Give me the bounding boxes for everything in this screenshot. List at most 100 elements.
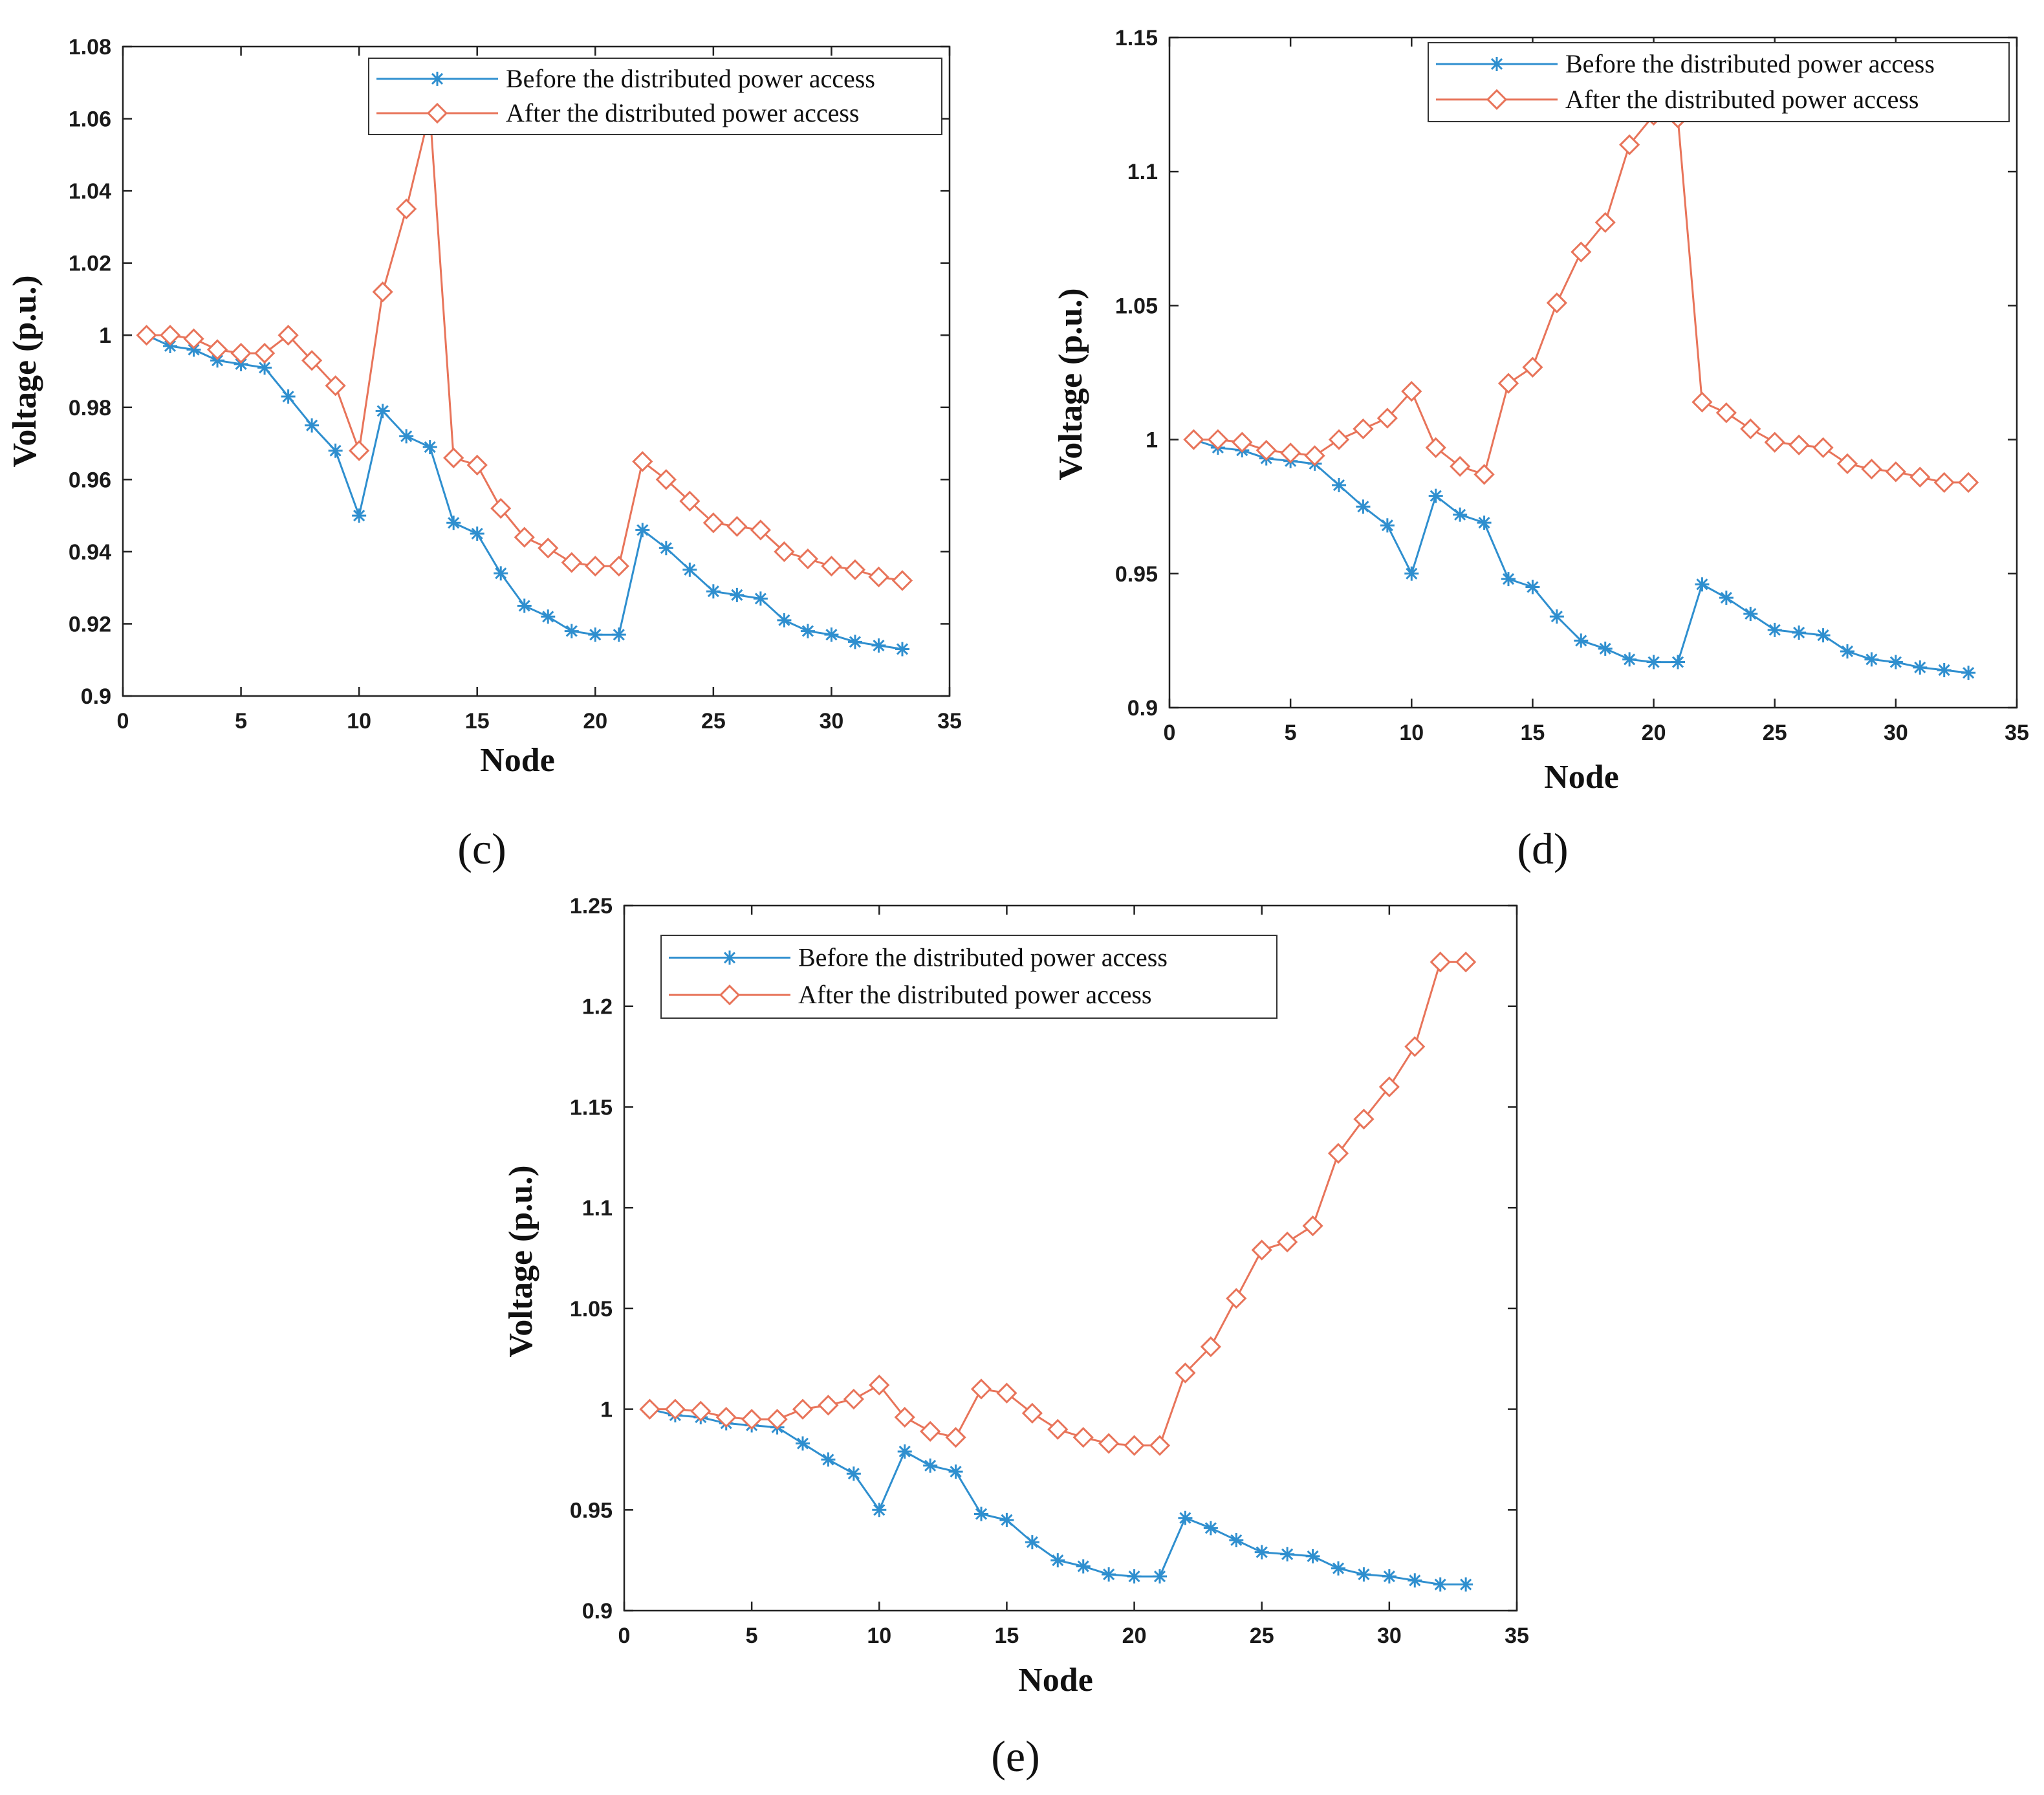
x-axis-label: Node xyxy=(1544,759,1619,796)
data-point-before xyxy=(1477,516,1492,530)
data-point-after xyxy=(1909,466,1931,488)
data-point-before xyxy=(588,627,603,642)
y-tick-label: 1.1 xyxy=(1127,160,1158,184)
legend: Before the distributed power access After… xyxy=(1428,42,2010,122)
caption-d: (d) xyxy=(1517,824,1568,873)
y-tick-label: 0.95 xyxy=(570,1498,613,1523)
legend-marker xyxy=(1490,56,1504,71)
data-point-before xyxy=(824,627,839,642)
x-tick-label: 0 xyxy=(117,709,129,734)
data-point-before xyxy=(1719,591,1734,605)
data-point-before xyxy=(1153,1569,1167,1584)
data-point-before xyxy=(1646,655,1661,669)
data-point-after xyxy=(514,527,535,548)
data-point-after xyxy=(1376,408,1398,429)
data-point-before xyxy=(1459,1577,1473,1592)
data-point-before xyxy=(470,527,484,541)
data-point-after xyxy=(1277,1231,1298,1253)
data-point-after xyxy=(632,451,653,472)
chart-panel-c: 0 5 10 15 20 25 30 35 0.9 0.92 0.94 0.96 0.98 1 1.02 1.… xyxy=(6,35,962,779)
x-axis-label: Node xyxy=(1018,1662,1093,1699)
data-point-after xyxy=(1861,459,1882,480)
data-point-before xyxy=(1598,641,1613,656)
x-tick-label: 5 xyxy=(235,709,247,734)
data-point-after xyxy=(1885,461,1906,483)
y-tick-label: 0.94 xyxy=(69,540,111,565)
legend-label: Before the distributed power access xyxy=(506,64,875,93)
data-point-after xyxy=(1098,1433,1120,1454)
data-point-before xyxy=(611,627,626,642)
data-point-after xyxy=(1455,952,1477,973)
y-tick-label: 0.92 xyxy=(69,612,111,636)
data-point-after xyxy=(655,469,677,490)
data-point-before xyxy=(635,523,650,538)
legend-marker xyxy=(426,102,448,124)
data-point-after xyxy=(1304,445,1325,466)
data-point-after xyxy=(372,281,393,303)
data-point-after xyxy=(1175,1362,1196,1384)
legend-box xyxy=(368,58,942,135)
plot-frame xyxy=(1168,36,2018,709)
data-point-before xyxy=(1305,1549,1320,1563)
x-tick-label: 10 xyxy=(1399,721,1424,745)
data-point-before xyxy=(897,1444,912,1459)
data-point-after xyxy=(608,556,629,577)
data-point-before xyxy=(1864,652,1879,667)
data-point-after xyxy=(1958,472,1979,494)
data-point-before xyxy=(1622,652,1637,667)
data-point-before xyxy=(186,342,201,357)
data-point-after xyxy=(1691,391,1713,413)
y-tick-label: 0.95 xyxy=(1115,562,1158,587)
legend-label: Before the distributed power access xyxy=(1565,49,1935,78)
x-tick-label: 30 xyxy=(820,709,844,734)
data-point-after xyxy=(774,541,795,563)
data-point-after xyxy=(891,570,913,591)
data-point-before xyxy=(948,1464,963,1479)
y-tick-label: 1.05 xyxy=(570,1297,613,1322)
x-tick-label: 10 xyxy=(867,1624,891,1648)
data-point-before xyxy=(1178,1510,1193,1525)
data-point-before xyxy=(163,338,178,353)
legend-box xyxy=(1428,42,2010,122)
data-point-after xyxy=(821,556,842,577)
data-point-after xyxy=(1378,1076,1400,1098)
x-tick-label: 35 xyxy=(937,709,962,734)
data-point-after xyxy=(1021,1402,1043,1424)
data-point-after xyxy=(1149,1435,1171,1456)
data-point-before xyxy=(352,508,367,523)
data-point-after xyxy=(1328,429,1350,450)
y-tick-label: 1.2 xyxy=(582,995,613,1019)
data-point-before xyxy=(1404,566,1419,581)
data-point-before xyxy=(999,1512,1014,1527)
data-point-after xyxy=(136,325,157,346)
data-point-before xyxy=(872,1503,887,1518)
caption-e: (e) xyxy=(991,1732,1039,1781)
data-point-after xyxy=(1933,472,1955,494)
data-point-after xyxy=(301,350,323,371)
data-point-after xyxy=(538,538,559,559)
data-point-after xyxy=(1571,241,1592,263)
data-point-after xyxy=(1473,464,1495,485)
x-tick-label: 20 xyxy=(583,709,607,734)
data-point-before xyxy=(1501,572,1516,587)
data-point-after xyxy=(1072,1427,1094,1448)
data-point-before xyxy=(305,418,320,433)
x-tick-label: 5 xyxy=(746,1624,758,1648)
y-tick-label: 1.15 xyxy=(570,1095,613,1120)
data-point-after xyxy=(1619,134,1640,155)
y-tick-label: 1.05 xyxy=(1115,294,1158,318)
data-point-before xyxy=(777,613,792,627)
data-point-before xyxy=(871,638,886,653)
data-point-before xyxy=(1671,655,1685,669)
y-tick-label: 1.06 xyxy=(69,107,111,132)
legend-marker xyxy=(723,950,737,965)
data-point-before xyxy=(422,440,437,455)
x-tick-label: 20 xyxy=(1642,721,1666,745)
data-point-after xyxy=(1450,455,1471,477)
data-point-before xyxy=(730,587,745,602)
series-group xyxy=(136,101,913,657)
data-point-after xyxy=(894,1406,915,1428)
legend-marker xyxy=(430,71,444,86)
legend-marker xyxy=(719,985,741,1006)
data-point-before xyxy=(846,1466,861,1481)
